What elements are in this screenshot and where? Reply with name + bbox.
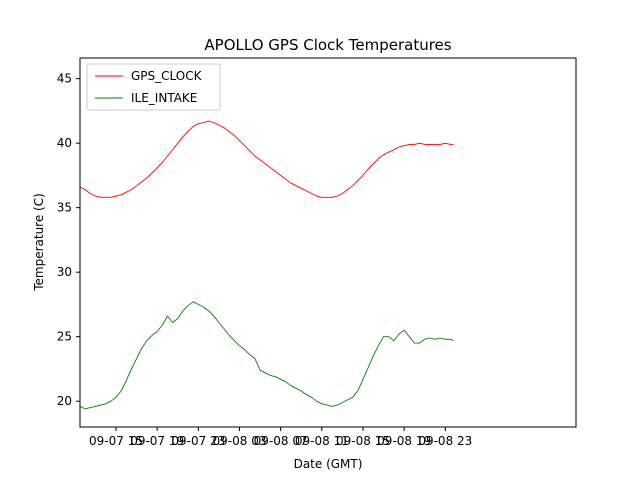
y-tick-label: 35 xyxy=(57,201,72,215)
legend: GPS_CLOCK ILE_INTAKE xyxy=(86,63,221,111)
y-tick-label: 20 xyxy=(57,394,72,408)
series-line-gps-clock xyxy=(80,120,454,198)
x-tick-label: 09-08 15 xyxy=(336,434,390,448)
x-tick-label: 09-08 11 xyxy=(295,434,349,448)
series-line-ile-intake xyxy=(80,301,454,410)
legend-label-ile-intake: ILE_INTAKE xyxy=(131,91,197,105)
x-tick-label: 09-08 23 xyxy=(418,434,472,448)
y-tick-label: 25 xyxy=(57,330,72,344)
y-axis-label: Temperature (C) xyxy=(32,193,46,292)
x-tick-label: 09-08 03 xyxy=(213,434,267,448)
legend-label-gps-clock: GPS_CLOCK xyxy=(131,69,203,83)
y-tick-label: 45 xyxy=(57,72,72,86)
x-tick-label: 09-07 15 xyxy=(89,434,143,448)
x-tick-label: 09-07 23 xyxy=(171,434,225,448)
x-tick-label: 09-07 19 xyxy=(130,434,184,448)
x-axis-label: Date (GMT) xyxy=(294,457,363,471)
y-tick-label: 30 xyxy=(57,265,72,279)
y-tick-label: 40 xyxy=(57,136,72,150)
x-tick-label: 09-08 19 xyxy=(377,434,431,448)
chart-title: APOLLO GPS Clock Temperatures xyxy=(204,36,451,54)
x-tick-label: 09-08 07 xyxy=(254,434,308,448)
axes-frame xyxy=(79,57,577,428)
